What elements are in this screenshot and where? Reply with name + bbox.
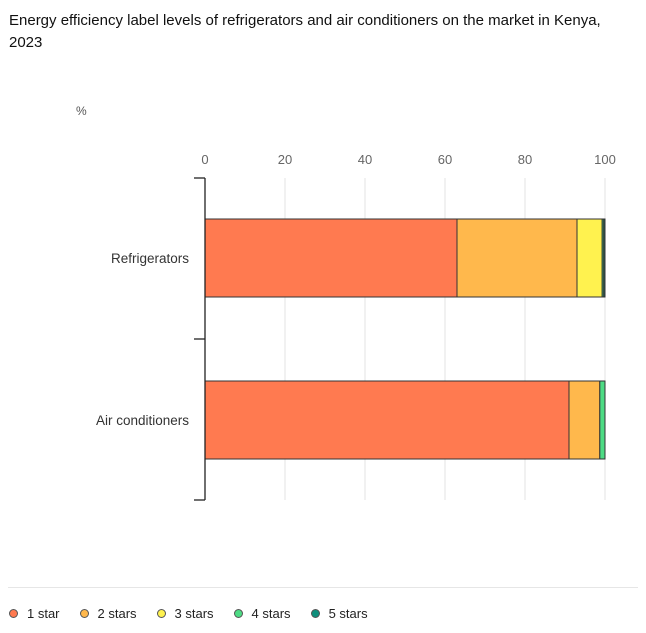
bar-segment (204, 218, 458, 298)
bar-segment (456, 218, 578, 298)
bar-segment (204, 380, 570, 460)
legend-label: 2 stars (97, 606, 137, 621)
legend: 1 star 2 stars 3 stars 4 stars 5 stars (9, 606, 388, 621)
legend-label: 3 stars (174, 606, 214, 621)
legend-swatch (233, 609, 243, 618)
bar-segment (576, 218, 603, 298)
legend-swatch (9, 609, 18, 618)
x-tick-label: 0 (201, 152, 208, 167)
legend-divider (8, 587, 638, 588)
x-tick-label: 40 (358, 152, 372, 167)
unit-label: % (76, 104, 87, 118)
legend-item[interactable]: 1 star (9, 606, 60, 621)
y-axis (194, 177, 206, 501)
legend-label: 4 stars (251, 606, 291, 621)
legend-item[interactable]: 2 stars (79, 606, 137, 621)
legend-label: 5 stars (328, 606, 368, 621)
category-label: Refrigerators (111, 251, 189, 266)
bar-segment (603, 218, 606, 298)
chart-plot: 0 20 40 60 80 100 Refrigerators Air conditione… (96, 152, 616, 501)
legend-swatch (79, 609, 89, 618)
category-labels: Refrigerators Air conditioners (96, 251, 189, 428)
chart-title: Energy efficiency label levels of refrig… (9, 12, 601, 51)
legend-swatch (310, 609, 320, 618)
x-tick-label: 20 (278, 152, 292, 167)
legend-label: 1 star (27, 606, 60, 621)
bars (204, 218, 606, 460)
legend-swatch (156, 609, 166, 618)
x-tick-label: 60 (438, 152, 452, 167)
x-tick-label: 80 (518, 152, 532, 167)
bar-segment (568, 380, 601, 460)
bar-segment (599, 380, 606, 460)
category-label: Air conditioners (96, 413, 189, 428)
legend-item[interactable]: 5 stars (310, 606, 368, 621)
legend-item[interactable]: 4 stars (233, 606, 291, 621)
legend-item[interactable]: 3 stars (156, 606, 214, 621)
x-tick-labels: 0 20 40 60 80 100 (201, 152, 615, 167)
x-tick-label: 100 (594, 152, 616, 167)
